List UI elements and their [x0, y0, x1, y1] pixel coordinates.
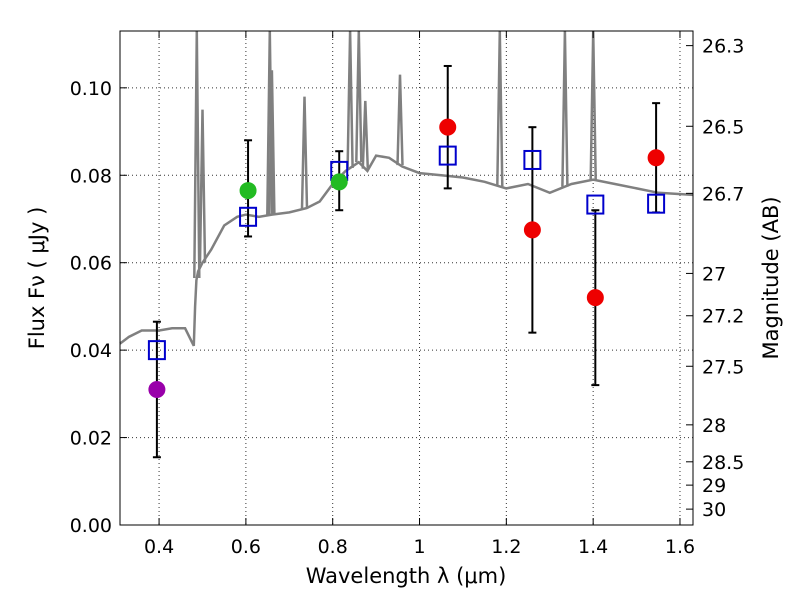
y-tick-label: 0.00 [70, 515, 112, 537]
errorbars [152, 64, 661, 459]
mag-tick-label: 28.5 [702, 452, 744, 474]
emission-line-spike [561, 30, 569, 187]
tick-labels: 0.4 0.6 0.8 1 1.2 1.4 1.6 0.00 0.02 0.04 0.06 0.08 0… [70, 36, 745, 558]
mag-tick-label: 26.7 [702, 183, 744, 205]
mag-tick-label: 27.5 [702, 356, 744, 378]
mag-tick-label: 27.2 [702, 306, 744, 328]
emission-line-spike [346, 30, 354, 169]
emission-line-spike [193, 30, 201, 279]
observed-point [330, 173, 348, 191]
observed-point [523, 221, 541, 239]
plot-frame [119, 30, 694, 526]
mag-tick-label: 30 [702, 499, 726, 521]
y-axis-title: Flux Fν ( μJy ) [25, 207, 49, 350]
emission-line-spike [496, 30, 504, 187]
model-point [586, 194, 605, 215]
y-tick-label: 0.10 [70, 78, 112, 100]
emission-line-spike [268, 70, 276, 215]
emission-line-spike [300, 96, 309, 209]
x-tick-label: 0.4 [144, 536, 174, 558]
model-point [147, 340, 166, 361]
emission-line-spike [355, 30, 363, 163]
emission-line-spike [589, 30, 597, 180]
mag-tick-label: 28 [702, 415, 726, 437]
mag-tick-label: 26.3 [702, 36, 744, 58]
model-point [647, 193, 666, 214]
observed-point [586, 289, 604, 307]
observed-point [239, 182, 257, 200]
model-point [523, 149, 542, 170]
emission-line-spike [396, 74, 404, 166]
x-tick-label: 0.6 [231, 536, 261, 558]
x-tick-label: 1.2 [491, 536, 521, 558]
observed-point [647, 149, 665, 167]
x-tick-label: 1.4 [578, 536, 608, 558]
x-tick-label: 1 [413, 536, 425, 558]
emission-line-spike [198, 109, 207, 263]
mag-tick-label: 26.5 [702, 116, 744, 138]
model-series [147, 145, 666, 361]
y-tick-label: 0.02 [70, 428, 112, 450]
observed-series [148, 118, 665, 398]
grid-lines [120, 31, 693, 525]
spectrum-line [119, 154, 694, 347]
model-point [239, 206, 258, 227]
observed-point [148, 380, 166, 398]
observed-point [439, 118, 457, 136]
x-tick-label: 1.6 [665, 536, 695, 558]
y-tick-label: 0.04 [70, 340, 112, 362]
emission-line-spike [361, 100, 370, 169]
model-point [438, 145, 457, 166]
x-tick-label: 0.8 [318, 536, 348, 558]
y-tick-label: 0.06 [70, 253, 112, 275]
y-tick-label: 0.08 [70, 165, 112, 187]
mag-tick-label: 29 [702, 475, 726, 497]
y2-axis-title: Magnitude (AB) [759, 196, 783, 359]
x-axis-title: Wavelength λ (μm) [306, 564, 507, 588]
spectrum-series [119, 30, 694, 347]
mag-tick-label: 27 [702, 263, 726, 285]
axis-ticks [120, 31, 693, 526]
